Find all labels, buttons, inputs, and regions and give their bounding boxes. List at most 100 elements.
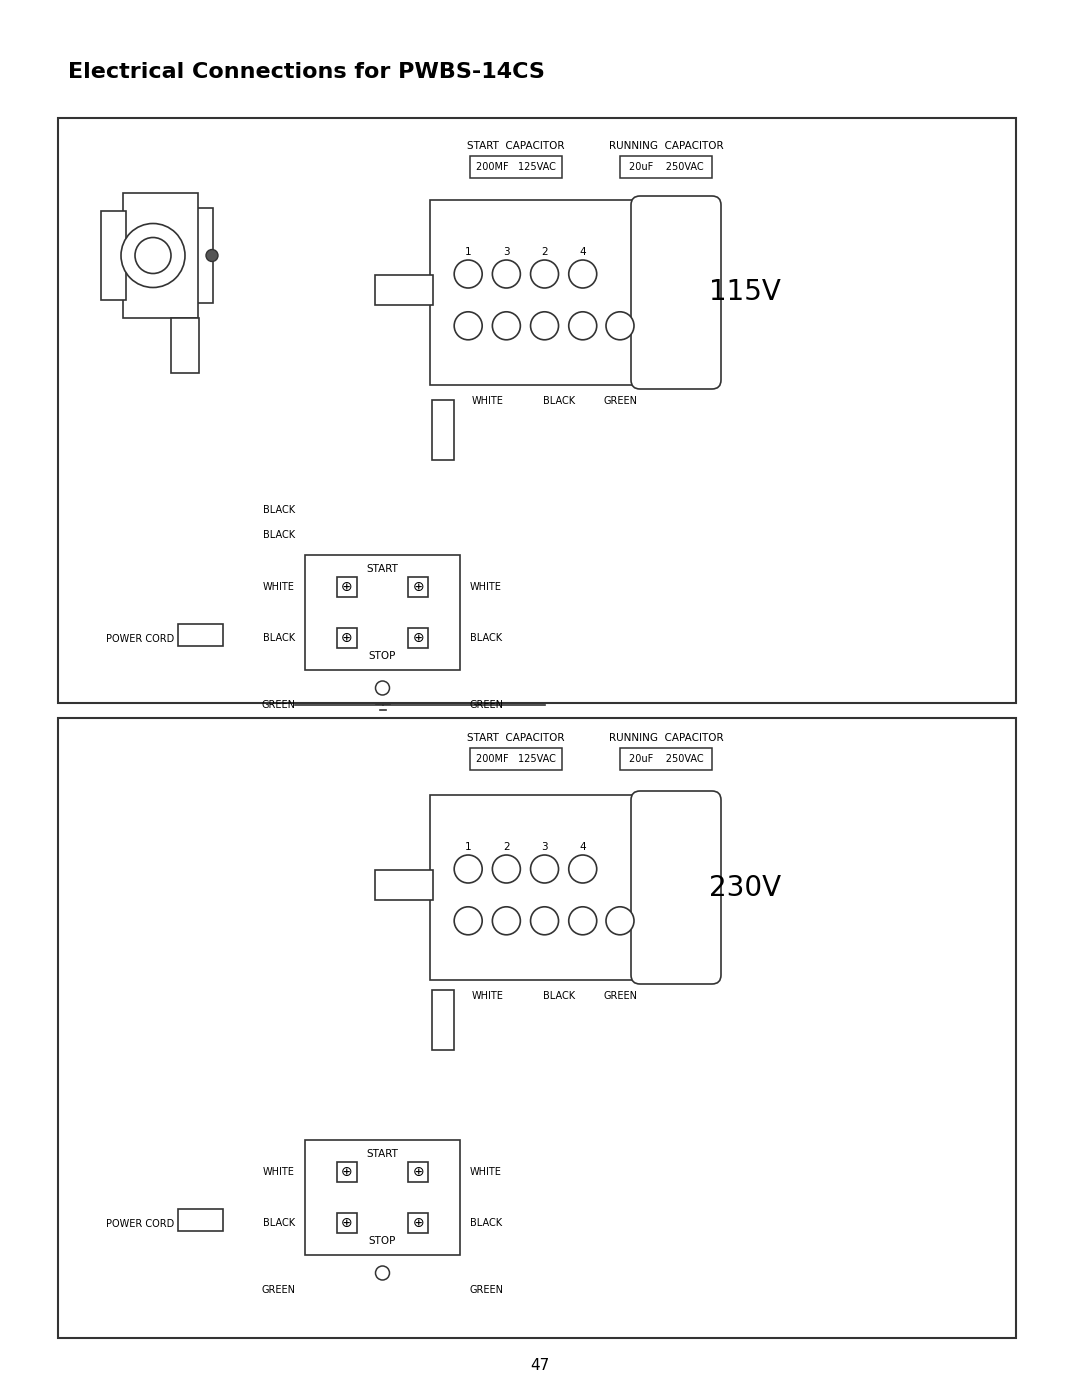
Text: START  CAPACITOR: START CAPACITOR xyxy=(468,141,565,151)
Bar xyxy=(171,319,199,373)
Bar xyxy=(432,400,454,460)
Bar xyxy=(193,208,213,303)
Text: 2: 2 xyxy=(541,247,548,257)
Text: WHITE: WHITE xyxy=(264,583,295,592)
Circle shape xyxy=(530,907,558,935)
Circle shape xyxy=(455,907,482,935)
Bar xyxy=(408,1162,428,1182)
Text: 1: 1 xyxy=(464,842,472,852)
Text: GREEN: GREEN xyxy=(261,1285,295,1295)
Bar xyxy=(620,747,712,770)
Circle shape xyxy=(606,312,634,339)
Bar xyxy=(102,211,126,300)
Text: WHITE: WHITE xyxy=(470,583,502,592)
Text: 200MF   125VAC: 200MF 125VAC xyxy=(476,162,556,172)
Bar xyxy=(305,555,460,671)
Bar xyxy=(432,990,454,1051)
Text: 3: 3 xyxy=(503,247,510,257)
Text: ⊕: ⊕ xyxy=(413,1215,424,1229)
Bar xyxy=(470,156,562,177)
Bar xyxy=(178,624,222,645)
Circle shape xyxy=(569,260,597,288)
Circle shape xyxy=(530,855,558,883)
Text: GREEN: GREEN xyxy=(261,700,295,710)
Text: WHITE: WHITE xyxy=(471,990,503,1002)
Circle shape xyxy=(135,237,171,274)
Circle shape xyxy=(206,250,218,261)
Text: ⊕: ⊕ xyxy=(413,580,424,594)
Text: GREEN: GREEN xyxy=(470,700,504,710)
Bar xyxy=(408,1213,428,1232)
Circle shape xyxy=(530,260,558,288)
Bar xyxy=(408,627,428,648)
Circle shape xyxy=(455,855,482,883)
Text: 230V: 230V xyxy=(708,873,781,901)
Text: POWER CORD: POWER CORD xyxy=(106,1218,174,1229)
Text: BLACK: BLACK xyxy=(262,504,295,515)
Circle shape xyxy=(492,260,521,288)
Bar xyxy=(305,1140,460,1255)
Bar xyxy=(337,1213,356,1232)
Text: 47: 47 xyxy=(530,1358,550,1372)
Bar xyxy=(58,718,1016,1338)
Bar xyxy=(470,747,562,770)
Text: GREEN: GREEN xyxy=(603,990,637,1002)
Bar xyxy=(337,1162,356,1182)
Bar xyxy=(123,193,198,319)
Text: RUNNING  CAPACITOR: RUNNING CAPACITOR xyxy=(609,141,724,151)
Text: START: START xyxy=(366,1148,399,1160)
Circle shape xyxy=(530,312,558,339)
Bar xyxy=(430,200,640,386)
Bar xyxy=(337,627,356,648)
Bar xyxy=(337,577,356,597)
Text: BLACK: BLACK xyxy=(470,1218,502,1228)
Text: WHITE: WHITE xyxy=(471,395,503,407)
Text: GREEN: GREEN xyxy=(603,395,637,407)
Circle shape xyxy=(376,1266,390,1280)
Text: RUNNING  CAPACITOR: RUNNING CAPACITOR xyxy=(609,733,724,743)
Text: STOP: STOP xyxy=(368,651,396,661)
Circle shape xyxy=(606,907,634,935)
Circle shape xyxy=(121,224,185,288)
Circle shape xyxy=(492,855,521,883)
Text: 3: 3 xyxy=(541,842,548,852)
Text: Electrical Connections for PWBS-14CS: Electrical Connections for PWBS-14CS xyxy=(68,61,545,82)
Circle shape xyxy=(492,312,521,339)
Text: ⊕: ⊕ xyxy=(341,580,353,594)
Circle shape xyxy=(569,855,597,883)
Text: 4: 4 xyxy=(579,842,586,852)
Text: 200MF   125VAC: 200MF 125VAC xyxy=(476,754,556,764)
Bar xyxy=(58,117,1016,703)
Bar xyxy=(178,1208,222,1231)
Text: START  CAPACITOR: START CAPACITOR xyxy=(468,733,565,743)
Text: BLACK: BLACK xyxy=(470,633,502,643)
Text: BLACK: BLACK xyxy=(542,990,575,1002)
Text: ⊕: ⊕ xyxy=(413,631,424,645)
FancyBboxPatch shape xyxy=(631,196,721,388)
FancyBboxPatch shape xyxy=(631,791,721,983)
Text: 2: 2 xyxy=(503,842,510,852)
Text: 115V: 115V xyxy=(710,278,781,306)
Text: 20uF    250VAC: 20uF 250VAC xyxy=(629,162,703,172)
Text: ⊕: ⊕ xyxy=(341,1215,353,1229)
Text: BLACK: BLACK xyxy=(262,1218,295,1228)
Text: ⊕: ⊕ xyxy=(413,1165,424,1179)
Text: 20uF    250VAC: 20uF 250VAC xyxy=(629,754,703,764)
Text: ⊕: ⊕ xyxy=(341,1165,353,1179)
Text: 1: 1 xyxy=(464,247,472,257)
Circle shape xyxy=(455,312,482,339)
Text: 4: 4 xyxy=(579,247,586,257)
Bar xyxy=(620,156,712,177)
Bar xyxy=(430,795,640,981)
Text: GREEN: GREEN xyxy=(470,1285,504,1295)
Circle shape xyxy=(455,260,482,288)
Circle shape xyxy=(569,312,597,339)
Bar xyxy=(408,577,428,597)
Text: POWER CORD: POWER CORD xyxy=(106,634,174,644)
Circle shape xyxy=(376,680,390,694)
Circle shape xyxy=(492,907,521,935)
Text: ⊕: ⊕ xyxy=(341,631,353,645)
Text: BLACK: BLACK xyxy=(542,395,575,407)
Bar xyxy=(375,870,433,900)
Text: WHITE: WHITE xyxy=(264,1168,295,1178)
